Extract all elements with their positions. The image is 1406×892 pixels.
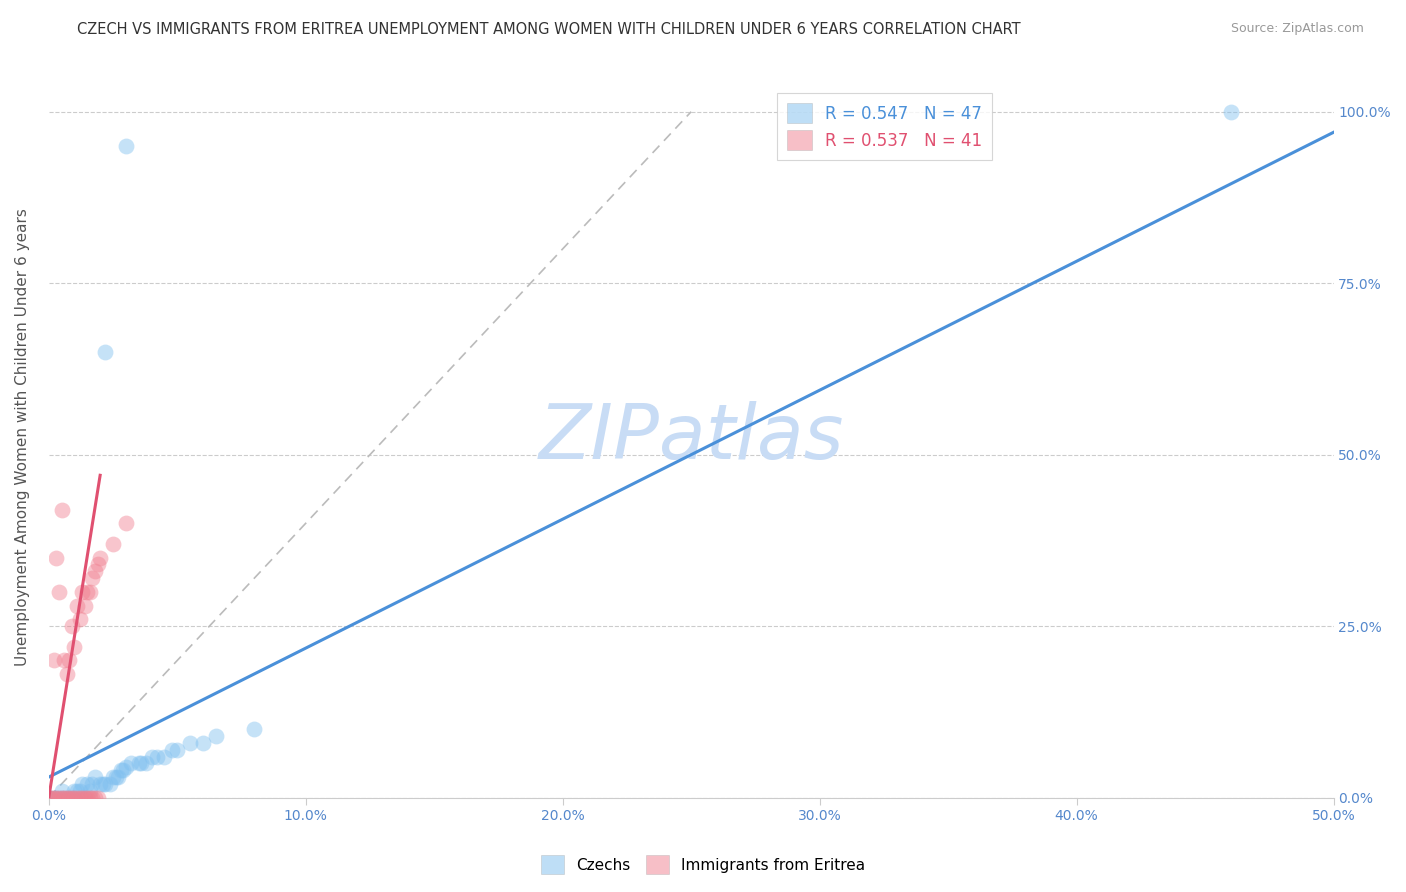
Point xyxy=(94,777,117,791)
Point xyxy=(129,756,152,771)
Point xyxy=(84,790,107,805)
Point xyxy=(58,653,80,667)
Legend: R = 0.547   N = 47, R = 0.537   N = 41: R = 0.547 N = 47, R = 0.537 N = 41 xyxy=(776,93,993,161)
Point xyxy=(51,502,73,516)
Point xyxy=(89,777,111,791)
Point xyxy=(94,344,117,359)
Point xyxy=(79,585,101,599)
Point xyxy=(51,784,73,798)
Point xyxy=(114,516,136,531)
Point xyxy=(38,790,60,805)
Point xyxy=(89,550,111,565)
Point xyxy=(114,139,136,153)
Point xyxy=(63,790,86,805)
Point xyxy=(120,756,142,771)
Point xyxy=(110,763,132,777)
Point xyxy=(45,790,67,805)
Point xyxy=(79,784,101,798)
Point xyxy=(53,790,76,805)
Point xyxy=(58,790,80,805)
Point xyxy=(100,777,122,791)
Point xyxy=(73,790,96,805)
Point xyxy=(76,790,98,805)
Point xyxy=(107,770,129,784)
Point xyxy=(70,790,93,805)
Point xyxy=(243,722,266,736)
Point xyxy=(135,756,157,771)
Point xyxy=(166,742,188,756)
Point xyxy=(69,790,91,805)
Point xyxy=(82,777,104,791)
Point xyxy=(66,599,89,613)
Point xyxy=(79,790,101,805)
Point xyxy=(42,790,65,805)
Point xyxy=(128,756,150,771)
Legend: Czechs, Immigrants from Eritrea: Czechs, Immigrants from Eritrea xyxy=(534,849,872,880)
Point xyxy=(55,790,77,805)
Point xyxy=(58,790,80,805)
Text: Source: ZipAtlas.com: Source: ZipAtlas.com xyxy=(1230,22,1364,36)
Point xyxy=(160,742,183,756)
Point xyxy=(82,571,104,585)
Point xyxy=(76,585,98,599)
Point xyxy=(45,790,67,805)
Point xyxy=(82,790,104,805)
Point xyxy=(45,550,67,565)
Point xyxy=(63,790,86,805)
Point xyxy=(53,653,76,667)
Point xyxy=(55,667,77,681)
Point xyxy=(86,790,108,805)
Point xyxy=(86,558,108,572)
Point xyxy=(73,790,96,805)
Point xyxy=(63,784,86,798)
Point xyxy=(41,790,63,805)
Point xyxy=(42,653,65,667)
Point xyxy=(91,777,114,791)
Point xyxy=(70,585,93,599)
Point xyxy=(60,619,83,633)
Point xyxy=(84,564,107,578)
Point xyxy=(69,784,91,798)
Point xyxy=(104,770,127,784)
Point xyxy=(101,770,124,784)
Point xyxy=(41,790,63,805)
Point xyxy=(145,749,167,764)
Point xyxy=(204,729,226,743)
Point xyxy=(51,790,73,805)
Point xyxy=(48,790,70,805)
Point xyxy=(60,790,83,805)
Point xyxy=(179,736,201,750)
Point xyxy=(84,770,107,784)
Point xyxy=(63,640,86,654)
Y-axis label: Unemployment Among Women with Children Under 6 years: Unemployment Among Women with Children U… xyxy=(15,209,30,666)
Point xyxy=(66,790,89,805)
Point xyxy=(42,790,65,805)
Point xyxy=(76,777,98,791)
Point xyxy=(191,736,214,750)
Point xyxy=(53,790,76,805)
Point xyxy=(48,585,70,599)
Point xyxy=(153,749,176,764)
Point xyxy=(69,612,91,626)
Point xyxy=(1219,104,1241,119)
Point xyxy=(141,749,163,764)
Point xyxy=(73,599,96,613)
Point xyxy=(112,763,135,777)
Point xyxy=(70,777,93,791)
Text: ZIPatlas: ZIPatlas xyxy=(538,401,844,475)
Point xyxy=(51,790,73,805)
Point xyxy=(66,784,89,798)
Point xyxy=(114,760,136,774)
Point xyxy=(60,790,83,805)
Point xyxy=(48,790,70,805)
Point xyxy=(55,790,77,805)
Text: CZECH VS IMMIGRANTS FROM ERITREA UNEMPLOYMENT AMONG WOMEN WITH CHILDREN UNDER 6 : CZECH VS IMMIGRANTS FROM ERITREA UNEMPLO… xyxy=(77,22,1021,37)
Point xyxy=(38,790,60,805)
Point xyxy=(101,537,124,551)
